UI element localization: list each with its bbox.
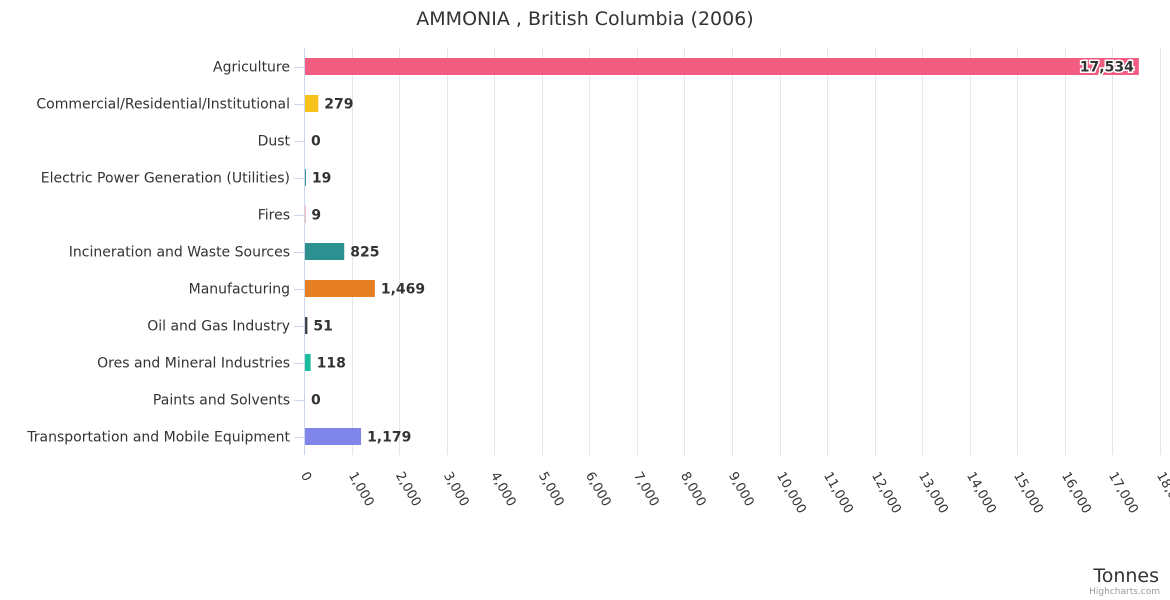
- data-label: 0: [311, 134, 321, 150]
- credits-link[interactable]: Highcharts.com: [1089, 587, 1160, 597]
- x-tick-label: 4,000: [487, 470, 519, 510]
- category-label: Oil and Gas Industry: [147, 319, 290, 335]
- x-tick-label: 2,000: [392, 470, 424, 510]
- data-label: 118: [317, 356, 346, 372]
- x-tick-label: 3,000: [440, 470, 472, 510]
- category-label: Fires: [258, 208, 290, 224]
- data-labels: 17,534 279 0 19 9 825 1,469 51 118 0 1,179: [311, 58, 1136, 446]
- x-tick-label: 0: [297, 470, 314, 485]
- category-label: Manufacturing: [189, 282, 290, 298]
- x-tick-label: 5,000: [535, 470, 567, 510]
- category-label: Ores and Mineral Industries: [97, 356, 290, 372]
- x-tick-label: 11,000: [820, 470, 856, 517]
- x-tick-label: 6,000: [582, 470, 614, 510]
- category-label: Incineration and Waste Sources: [69, 245, 290, 261]
- category-label: Commercial/Residential/Institutional: [36, 97, 290, 113]
- data-label: 279: [324, 97, 353, 113]
- x-tick-label: 14,000: [963, 470, 999, 517]
- data-label: 825: [350, 245, 379, 261]
- category-label: Transportation and Mobile Equipment: [26, 430, 290, 446]
- category-label: Paints and Solvents: [153, 393, 290, 409]
- bar[interactable]: [305, 169, 306, 186]
- category-label: Agriculture: [213, 60, 290, 76]
- chart-title: AMMONIA , British Columbia (2006): [416, 8, 753, 30]
- data-label: 1,179: [367, 430, 411, 446]
- data-label: 9: [311, 208, 321, 224]
- data-label: 0: [311, 393, 321, 409]
- bar[interactable]: [305, 354, 311, 371]
- category-label: Dust: [258, 134, 291, 150]
- data-label: 19: [312, 171, 331, 187]
- bar[interactable]: [305, 58, 1139, 75]
- x-tick-label: 12,000: [868, 470, 904, 517]
- bar[interactable]: [305, 428, 362, 445]
- data-label: 17,534: [1080, 60, 1134, 76]
- data-label: 51: [313, 319, 332, 335]
- x-axis-title: Tonnes: [1092, 565, 1159, 587]
- bar[interactable]: [305, 317, 308, 334]
- x-tick-label: 10,000: [773, 470, 809, 517]
- x-tick-label: 15,000: [1010, 470, 1046, 517]
- x-tick-label: 18,000: [1153, 470, 1170, 517]
- bar[interactable]: [305, 243, 345, 260]
- category-labels: Agriculture Commercial/Residential/Instit…: [26, 60, 290, 446]
- data-label: 1,469: [381, 282, 425, 298]
- x-tick-label: 13,000: [915, 470, 951, 517]
- bar[interactable]: [305, 280, 375, 297]
- bar[interactable]: [305, 95, 319, 112]
- grid-lines: [294, 48, 1161, 455]
- category-label: Electric Power Generation (Utilities): [41, 171, 290, 187]
- bars: [305, 58, 1139, 445]
- x-tick-label: 16,000: [1058, 470, 1094, 517]
- x-tick-label: 17,000: [1105, 470, 1141, 517]
- x-tick-label: 1,000: [345, 470, 377, 510]
- x-tick-label: 7,000: [630, 470, 662, 510]
- x-tick-labels: 0 1,000 2,000 3,000 4,000 5,000 6,000 7,000 8,00…: [297, 470, 1170, 517]
- x-tick-label: 9,000: [725, 470, 757, 510]
- x-tick-label: 8,000: [677, 470, 709, 510]
